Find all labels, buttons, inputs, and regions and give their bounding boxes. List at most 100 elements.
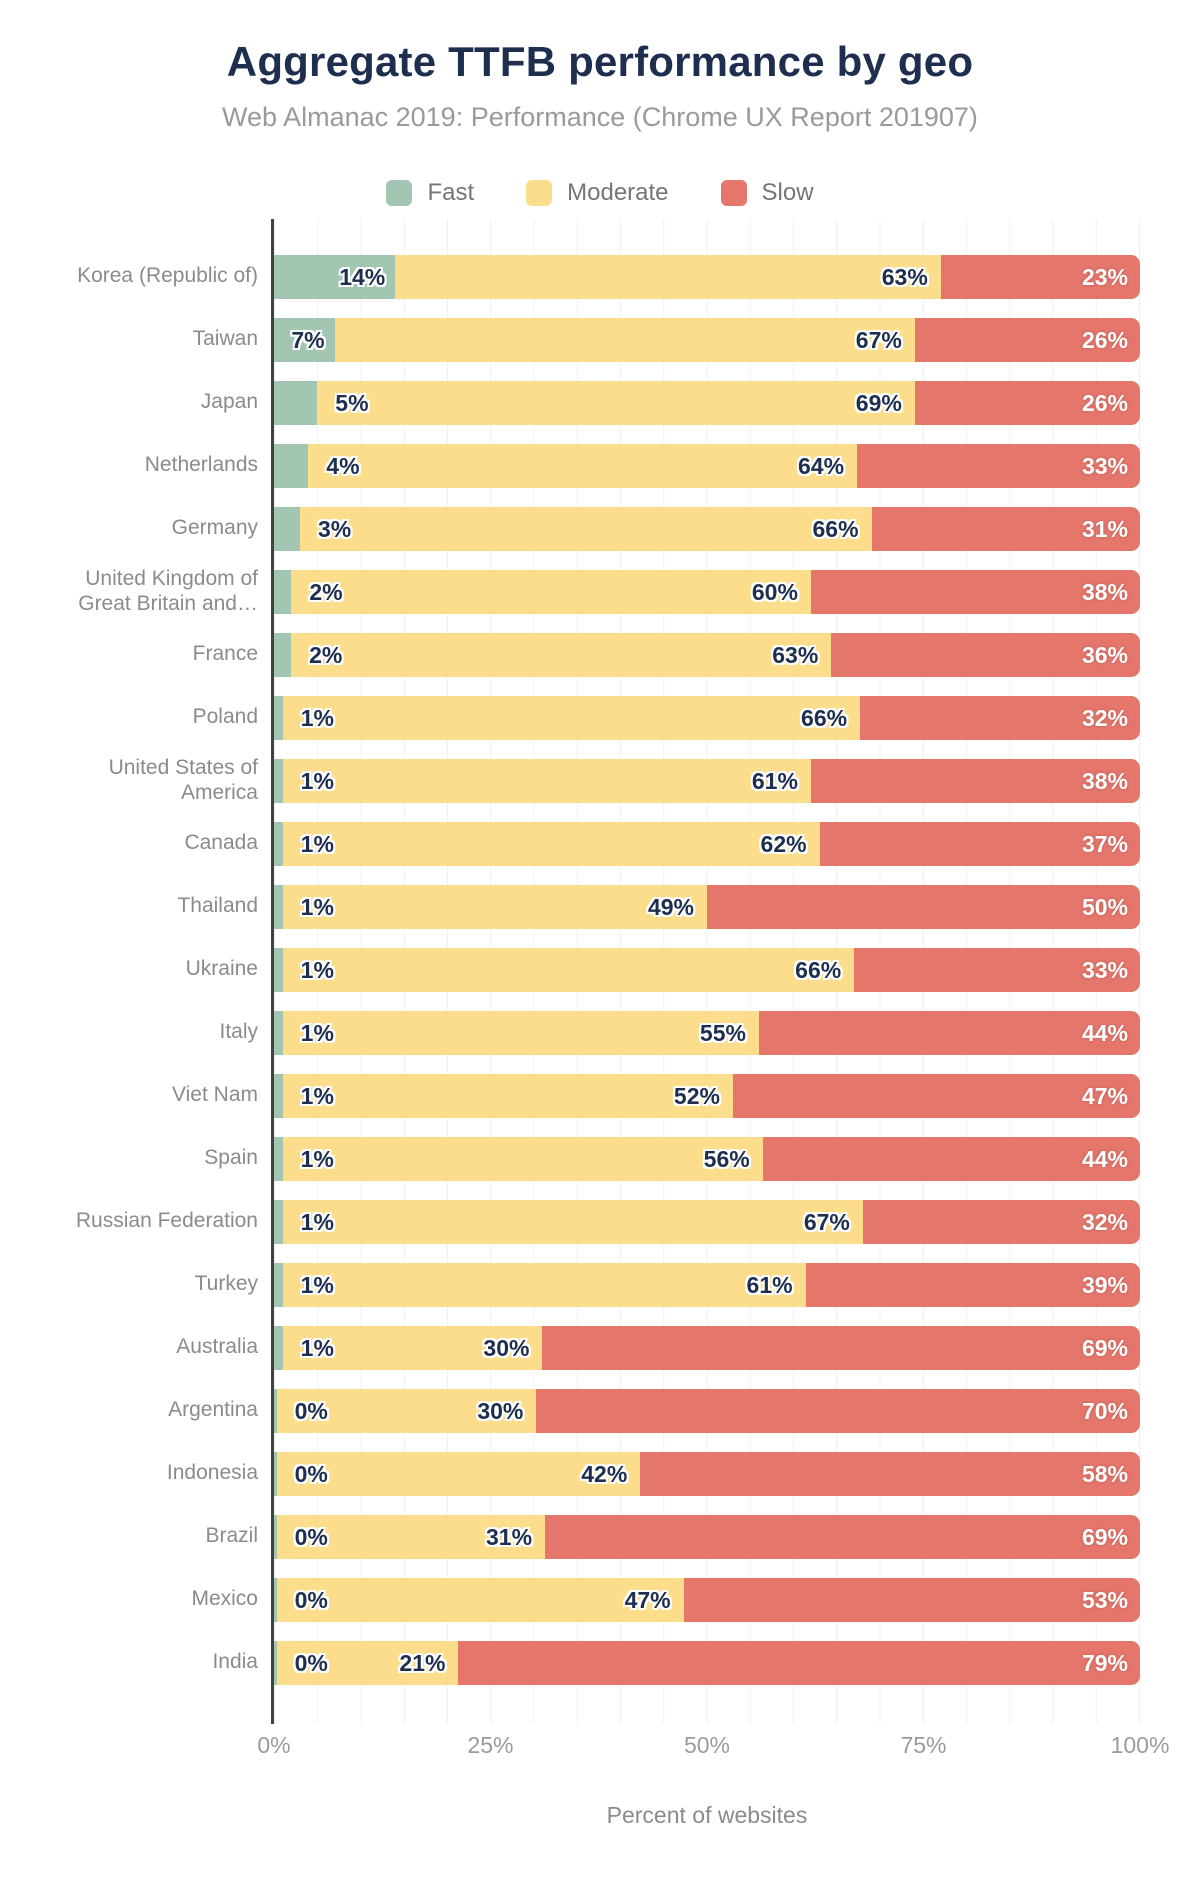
chart-row: Indonesia 0% 42% 58%	[0, 1442, 1200, 1505]
segment-slow	[683, 1577, 1140, 1622]
segment-fast	[274, 1199, 283, 1244]
value-label-fast: 5%	[335, 389, 369, 416]
chart-row: Italy 1% 55% 44%	[0, 1001, 1200, 1064]
stacked-bar: 2% 63% 36%	[274, 632, 1140, 677]
category-label: Korea (Republic of)	[77, 264, 258, 288]
value-label-slow: 31%	[1081, 515, 1128, 542]
segment-moderate	[317, 380, 915, 425]
segment-slow	[810, 758, 1140, 803]
chart-row: Germany 3% 66% 31%	[0, 497, 1200, 560]
x-axis-ticks: 0% 25% 50% 75% 100%	[257, 1732, 1169, 1762]
segment-slow	[819, 821, 1140, 866]
segment-slow	[857, 443, 1140, 488]
segment-moderate	[282, 1325, 543, 1370]
category-label: Netherlands	[144, 453, 258, 477]
segment-moderate	[282, 884, 707, 929]
segment-moderate	[291, 569, 811, 614]
value-label-slow: 32%	[1081, 704, 1128, 731]
value-label-slow: 69%	[1081, 1334, 1128, 1361]
segment-fast	[274, 884, 283, 929]
value-label-slow: 23%	[1081, 263, 1128, 290]
segment-fast	[274, 1073, 283, 1118]
chart-row: Thailand 1% 49% 50%	[0, 875, 1200, 938]
chart-row: Japan 5% 69% 26%	[0, 371, 1200, 434]
category-label: Thailand	[177, 894, 258, 918]
category-label: Japan	[200, 390, 258, 414]
value-label-moderate: 52%	[673, 1082, 720, 1109]
value-label-fast: 1%	[300, 956, 334, 983]
category-label: United Kingdom of Great Britain and…	[78, 567, 258, 615]
segment-slow	[732, 1073, 1140, 1118]
chart-row: Turkey 1% 61% 39%	[0, 1253, 1200, 1316]
legend-swatch-moderate	[526, 180, 553, 206]
segment-moderate	[282, 695, 861, 740]
legend-item-moderate: Moderate	[526, 179, 669, 207]
value-label-fast: 1%	[300, 1082, 334, 1109]
stacked-bar: 0% 42% 58%	[274, 1451, 1140, 1496]
value-label-slow: 50%	[1081, 893, 1128, 920]
segment-fast	[274, 632, 292, 677]
value-label-slow: 69%	[1081, 1523, 1128, 1550]
value-label-moderate: 49%	[647, 893, 694, 920]
stacked-bar: 1% 66% 32%	[274, 695, 1140, 740]
segment-fast	[274, 1514, 277, 1559]
segment-fast	[274, 1010, 283, 1055]
segment-moderate	[395, 254, 941, 299]
value-label-fast: 4%	[326, 452, 360, 479]
legend-swatch-slow	[720, 180, 747, 206]
value-label-slow: 38%	[1081, 767, 1128, 794]
stacked-bar: 1% 61% 38%	[274, 758, 1140, 803]
value-label-fast: 3%	[317, 515, 352, 542]
segment-fast	[274, 317, 335, 362]
segment-slow	[940, 254, 1140, 299]
category-label: India	[212, 1650, 258, 1674]
category-label: Italy	[219, 1020, 258, 1044]
category-label: United States of America	[108, 756, 258, 804]
value-label-fast: 1%	[300, 830, 334, 857]
stacked-bar: 2% 60% 38%	[274, 569, 1140, 614]
segment-fast	[274, 506, 300, 551]
value-label-slow: 26%	[1081, 389, 1128, 416]
value-label-fast: 1%	[300, 1334, 334, 1361]
value-label-fast: 14%	[339, 263, 386, 290]
value-label-fast: 1%	[300, 1145, 334, 1172]
chart-row: United Kingdom of Great Britain and… 2% 60…	[0, 560, 1200, 623]
chart-row: Korea (Republic of) 14% 63% 23%	[0, 245, 1200, 308]
category-label: Poland	[192, 705, 258, 729]
chart-row: Poland 1% 66% 32%	[0, 686, 1200, 749]
value-label-moderate: 56%	[703, 1145, 750, 1172]
category-label: Canada	[184, 831, 258, 855]
chart-subtitle: Web Almanac 2019: Performance (Chrome UX…	[222, 102, 978, 132]
value-label-slow: 44%	[1081, 1145, 1128, 1172]
stacked-bar: 1% 49% 50%	[274, 884, 1140, 929]
category-label: Mexico	[191, 1587, 258, 1611]
segment-moderate	[308, 443, 858, 488]
value-label-fast: 2%	[309, 578, 343, 605]
segment-moderate	[299, 506, 872, 551]
legend-item-fast: Fast	[386, 179, 474, 207]
segment-fast	[274, 1451, 277, 1496]
value-label-moderate: 30%	[483, 1334, 530, 1361]
bar-chart: Korea (Republic of) 14% 63% 23% Taiwan 7% 67% 2…	[0, 219, 1200, 1829]
chart-row: Spain 1% 56% 44%	[0, 1127, 1200, 1190]
chart-row: Russian Federation 1% 67% 32%	[0, 1190, 1200, 1253]
category-label: Argentina	[168, 1398, 258, 1422]
x-tick-label: 25%	[467, 1732, 514, 1758]
x-tick-label: 100%	[1110, 1732, 1170, 1758]
stacked-bar: 14% 63% 23%	[274, 254, 1140, 299]
segment-moderate	[334, 317, 915, 362]
category-label: Australia	[176, 1335, 258, 1359]
category-label: Germany	[171, 516, 258, 540]
stacked-bar: 0% 31% 69%	[274, 1514, 1140, 1559]
category-label: Turkey	[194, 1272, 258, 1296]
stacked-bar: 7% 67% 26%	[274, 317, 1140, 362]
category-label: Ukraine	[185, 957, 258, 981]
value-label-moderate: 64%	[798, 452, 845, 479]
legend: Fast Moderate Slow	[0, 179, 1200, 207]
chart-row: Australia 1% 30% 69%	[0, 1316, 1200, 1379]
value-label-slow: 32%	[1081, 1208, 1128, 1235]
value-label-slow: 70%	[1081, 1397, 1128, 1424]
category-label: Spain	[204, 1146, 258, 1170]
segment-slow	[542, 1325, 1140, 1370]
